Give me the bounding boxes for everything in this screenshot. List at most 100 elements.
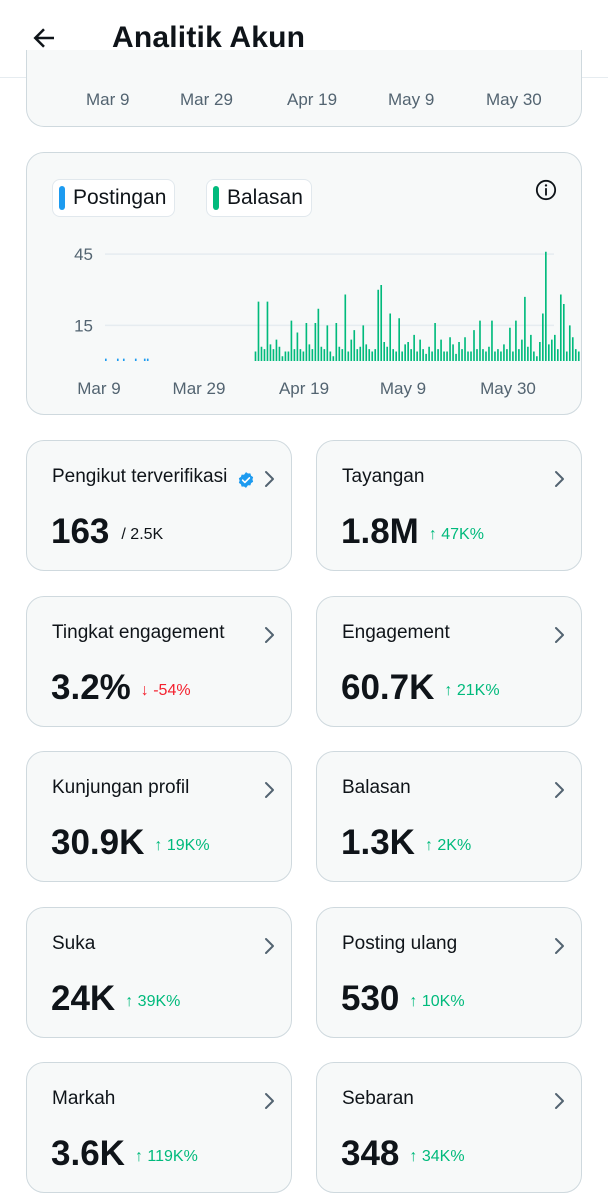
x-tick-label: Mar 9 [77, 379, 120, 398]
bar-balasan [440, 339, 442, 361]
bar-balasan [551, 339, 553, 361]
x-tick-label: Mar 29 [173, 379, 226, 398]
bar-balasan [416, 351, 418, 361]
metric-card-posting-ulang[interactable]: Posting ulang 530 ↑ 10K% [316, 906, 582, 1038]
bar-balasan [476, 349, 478, 361]
metric-value-number: 60.7K [341, 667, 435, 707]
bar-balasan [548, 344, 550, 361]
legend-swatch [59, 186, 65, 210]
bar-balasan [491, 320, 493, 361]
chevron-right-icon [265, 626, 274, 643]
bar-balasan [365, 344, 368, 361]
metric-title: Posting ulang [342, 932, 458, 954]
chevron-right-icon [555, 1093, 564, 1109]
bar-balasan [401, 351, 403, 361]
page-title: Analitik Akun [112, 21, 306, 54]
metric-title: Markah [52, 1088, 116, 1109]
bar-balasan [374, 349, 377, 361]
bar-balasan [260, 346, 263, 361]
bar-balasan [559, 294, 562, 361]
metric-card-balasan[interactable]: Balasan 1.3K ↑ 2K% [316, 751, 582, 882]
metric-value-number: 348 [341, 1134, 400, 1173]
bar-balasan [473, 330, 475, 361]
bar-balasan [515, 320, 517, 361]
bar-balasan [398, 318, 400, 361]
bar-balasan [530, 334, 532, 361]
metric-card-kunjungan-profil[interactable]: Kunjungan profil 30.9K ↑ 19K% [26, 751, 292, 882]
metric-value: 348 ↑ 34K% [341, 1134, 465, 1177]
bar-balasan [577, 351, 580, 361]
metric-title: Tayangan [342, 466, 425, 487]
metric-change: ↑ 19K% [154, 837, 210, 854]
metric-value: 163 / 2.5K [51, 512, 163, 555]
bar-postingan [143, 358, 146, 361]
bar-balasan [467, 351, 469, 361]
bar-balasan [425, 353, 427, 361]
bar-balasan [500, 351, 502, 361]
bar-balasan [437, 349, 439, 361]
bar-balasan [308, 344, 311, 361]
bar-balasan [368, 349, 371, 361]
metric-title: Engagement [342, 621, 450, 643]
metric-value: 3.2% ↓ -54% [51, 668, 191, 711]
bar-balasan [332, 356, 335, 361]
legend-chip-postingan[interactable]: Postingan [52, 179, 176, 217]
metric-card-tayangan[interactable]: Tayangan 1.8M ↑ 47K% [316, 440, 582, 571]
bar-balasan [383, 342, 386, 361]
metric-change: ↓ -54% [140, 681, 191, 699]
bar-balasan [574, 349, 577, 361]
metric-value-suffix: / 2.5K [121, 526, 164, 543]
y-tick-label: 15 [74, 316, 93, 335]
metric-value-number: 3.2% [51, 667, 131, 707]
x-tick-label: Mar 29 [180, 90, 233, 109]
metric-title: Suka [52, 932, 96, 954]
bar-balasan [536, 356, 538, 361]
bar-balasan [263, 349, 266, 361]
previous-chart-card: Mar 9 Mar 29 Apr 19 May 9 May 30 [26, 50, 582, 127]
bar-balasan [254, 351, 257, 361]
bar-balasan [533, 351, 535, 361]
x-tick-label: Apr 19 [279, 379, 329, 398]
bar-balasan [485, 351, 487, 361]
bar-balasan [482, 349, 484, 361]
chevron-right-icon [555, 782, 564, 798]
back-button[interactable] [24, 18, 64, 58]
metric-value: 1.3K ↑ 2K% [341, 823, 471, 866]
arrow-left-icon [33, 28, 54, 48]
bar-balasan [556, 349, 559, 361]
bar-balasan [562, 304, 565, 361]
bar-balasan [347, 351, 350, 361]
bar-balasan [527, 346, 529, 361]
metric-card-pengikut-terverifikasi[interactable]: Pengikut terverifikasi 163 / 2.5K [26, 440, 292, 571]
bar-balasan [452, 344, 454, 361]
metric-card-suka[interactable]: Suka 24K ↑ 39K% [26, 906, 292, 1038]
legend-chip-balasan[interactable]: Balasan [206, 179, 312, 217]
chevron-right-icon [265, 937, 274, 954]
bar-balasan [392, 349, 395, 361]
bar-balasan [458, 342, 460, 361]
bar-balasan [518, 349, 520, 361]
metric-change: ↑ 10K% [409, 992, 465, 1010]
bar-balasan [326, 325, 329, 361]
bar-balasan [512, 351, 514, 361]
metric-change: ↑ 119K% [134, 1148, 198, 1165]
metric-value-number: 163 [51, 512, 110, 551]
x-tick-label: May 30 [480, 379, 536, 398]
bar-balasan [386, 346, 389, 361]
metric-card-sebaran[interactable]: Sebaran 348 ↑ 34K% [316, 1062, 582, 1193]
bar-balasan [323, 349, 326, 361]
metric-card-markah[interactable]: Markah 3.6K ↑ 119K% [26, 1062, 292, 1193]
metric-title: Sebaran [342, 1088, 414, 1109]
x-tick-label: Apr 19 [287, 90, 338, 109]
info-icon[interactable] [535, 179, 557, 201]
metric-change: ↑ 21K% [444, 681, 500, 699]
bar-balasan [497, 349, 499, 361]
bar-balasan [314, 323, 317, 361]
bar-balasan [521, 339, 523, 361]
metric-card-engagement[interactable]: Engagement 60.7K ↑ 21K% [316, 595, 582, 727]
bar-balasan [266, 301, 269, 361]
x-tick-label: May 9 [388, 90, 435, 109]
metric-card-tingkat-engagement[interactable]: Tingkat engagement 3.2% ↓ -54% [26, 595, 292, 727]
metric-value: 30.9K ↑ 19K% [51, 823, 210, 866]
bar-balasan [341, 349, 344, 361]
